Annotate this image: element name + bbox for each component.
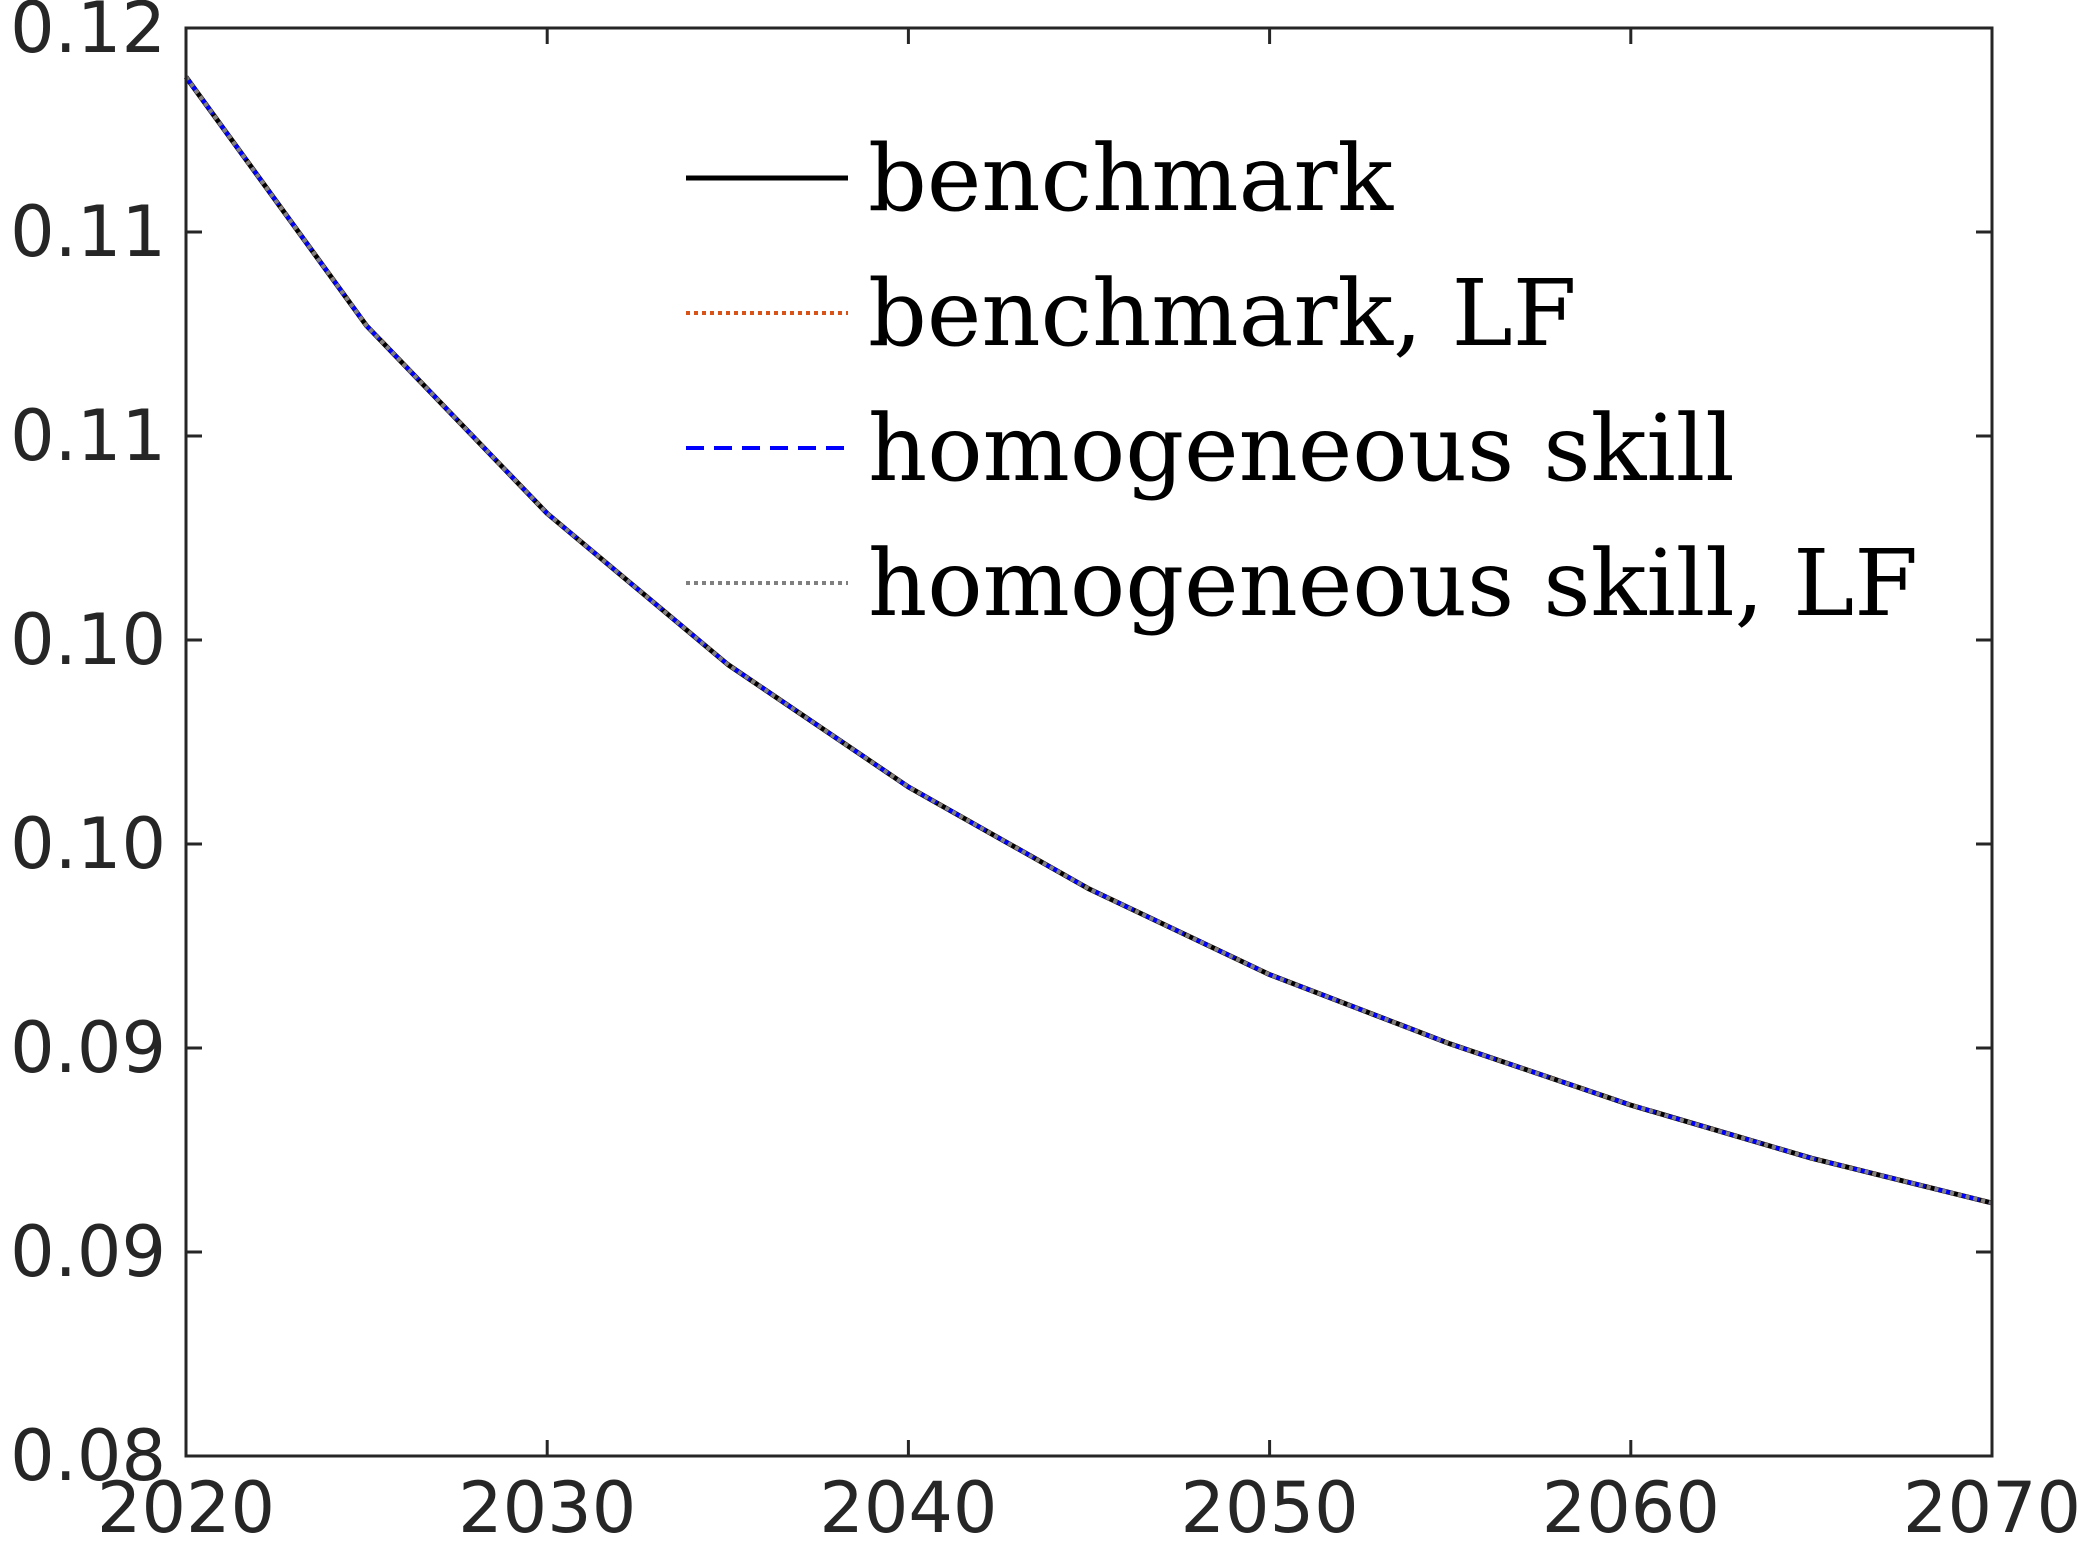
legend-label-1: benchmark (868, 125, 1394, 232)
x-tick-label: 2020 (97, 1467, 275, 1549)
legend: benchmark benchmark, LF homogeneous skill h… (686, 125, 1918, 637)
plot-area (186, 28, 1992, 1456)
y-tick-label: 0.09 (10, 1007, 166, 1089)
legend-label-2: benchmark, LF (868, 260, 1577, 367)
x-tick-label: 2050 (1181, 1467, 1359, 1549)
y-tick-label: 0.09 (10, 1211, 166, 1293)
series-lines (183, 75, 1993, 1206)
y-tick-label: 0.10 (10, 599, 166, 681)
x-tick-label: 2040 (819, 1467, 997, 1549)
y-tick-label: 0.12 (10, 0, 166, 69)
x-tick-label: 2070 (1903, 1467, 2081, 1549)
series-line-4 (184, 75, 1993, 1205)
y-tick-label: 0.10 (10, 803, 166, 885)
legend-label-4: homogeneous skill, LF (868, 530, 1918, 637)
x-tick-label: 2030 (458, 1467, 636, 1549)
y-tick-label: 0.08 (10, 1415, 166, 1497)
axis-ticks: 2020 2030 2040 2050 2060 2070 0.08 0.09 0.09 0.10… (10, 0, 2081, 1549)
legend-label-3: homogeneous skill (868, 395, 1735, 502)
y-tick-label: 0.11 (10, 191, 166, 273)
y-tick-label: 0.11 (10, 395, 166, 477)
axes-box (184, 26, 1994, 1458)
x-tick-label: 2060 (1542, 1467, 1720, 1549)
